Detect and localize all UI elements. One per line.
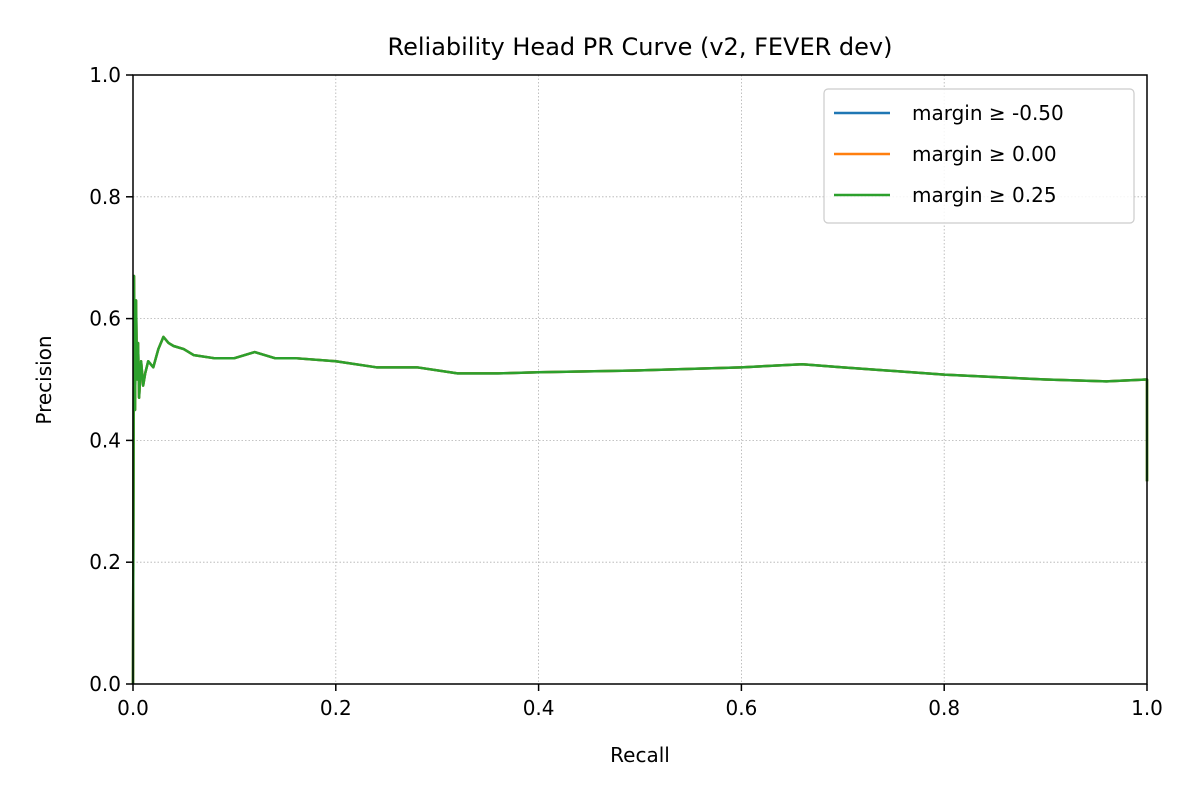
axis-ticks: 0.0 0.2 0.4 0.6 0.8 1.0 0.0 0.2 0.4 0.6 0.8 1.0: [89, 63, 1163, 720]
y-tick-label: 1.0: [89, 63, 121, 87]
y-tick-label: 0.0: [89, 672, 121, 696]
legend-label: margin ≥ -0.50: [912, 101, 1064, 125]
y-tick-label: 0.6: [89, 307, 121, 331]
x-tick-label: 0.8: [928, 696, 960, 720]
legend-label: margin ≥ 0.00: [912, 142, 1057, 166]
x-tick-label: 0.2: [320, 696, 352, 720]
series-line-2: [131, 274, 1149, 685]
legend: margin ≥ -0.50 margin ≥ 0.00 margin ≥ 0.25: [823, 88, 1135, 224]
series-lines: [131, 274, 1149, 685]
y-axis-label: Precision: [32, 335, 56, 424]
legend-box: [823, 88, 1135, 224]
plot-frame: [132, 74, 1148, 685]
x-tick-label: 1.0: [1131, 696, 1163, 720]
chart-title: Reliability Head PR Curve (v2, FEVER dev…: [388, 33, 893, 61]
y-tick-label: 0.8: [89, 185, 121, 209]
x-tick-label: 0.6: [725, 696, 757, 720]
legend-label: margin ≥ 0.25: [912, 183, 1057, 207]
x-tick-label: 0.4: [523, 696, 555, 720]
x-tick-label: 0.0: [117, 696, 149, 720]
y-tick-label: 0.2: [89, 550, 121, 574]
x-axis-label: Recall: [610, 743, 670, 767]
y-tick-label: 0.4: [89, 428, 121, 452]
